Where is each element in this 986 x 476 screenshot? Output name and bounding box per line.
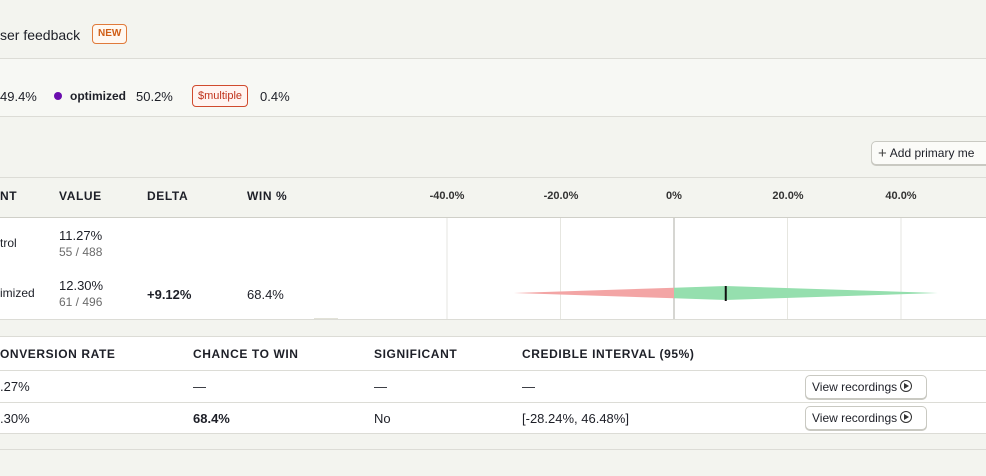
- variant-control-percent: 49.4%: [0, 89, 37, 104]
- axis-tick: 40.0%: [885, 190, 917, 202]
- add-primary-metric-label: Add primary me: [889, 146, 975, 160]
- mean-marker: [724, 286, 727, 301]
- view-recordings-button[interactable]: View recordings: [805, 375, 927, 399]
- axis-tick: 0%: [666, 190, 682, 202]
- variant-color-dot: [54, 92, 62, 100]
- play-circle-icon: [900, 411, 913, 423]
- divider: [0, 217, 986, 218]
- divider: [0, 449, 986, 450]
- add-primary-metric-button[interactable]: + Add primary me: [871, 141, 986, 165]
- variant-multiple-badge: $multiple: [192, 85, 249, 107]
- col-header-delta: DELTA: [147, 189, 189, 203]
- col-header-conversion: ONVERSION RATE: [0, 347, 116, 361]
- row-delta: +9.12%: [147, 287, 192, 302]
- divider: [0, 402, 986, 403]
- variant-optimized-percent: 50.2%: [136, 89, 173, 104]
- divider: [0, 116, 986, 117]
- view-recordings-button[interactable]: View recordings: [805, 406, 927, 430]
- result-significant: —: [374, 379, 387, 394]
- result-conversion: .30%: [0, 411, 30, 426]
- result-chance: 68.4%: [193, 411, 230, 426]
- feedback-title[interactable]: ser feedback: [0, 27, 81, 43]
- col-header-interval: CREDIBLE INTERVAL (95%): [522, 347, 695, 361]
- play-circle-icon: [900, 380, 913, 392]
- result-conversion: .27%: [0, 379, 30, 394]
- result-significant: No: [374, 411, 391, 426]
- variant-optimized-label: optimized: [70, 89, 126, 103]
- variant-multiple-percent: 0.4%: [260, 89, 290, 104]
- col-header-variant: NT: [0, 189, 18, 203]
- variants-bar: [0, 59, 986, 117]
- col-header-win: WIN %: [247, 189, 288, 203]
- new-badge: NEW: [92, 24, 128, 44]
- result-interval: —: [522, 379, 535, 394]
- col-header-significant: SIGNIFICANT: [374, 347, 458, 361]
- divider: [0, 370, 986, 371]
- col-header-value: VALUE: [59, 189, 102, 203]
- metric-table-body: [0, 218, 986, 320]
- row-counts: 55 / 488: [59, 245, 103, 259]
- interval-negative-shape: [513, 287, 674, 299]
- divider: [0, 336, 986, 337]
- row-variant-name: imized: [0, 286, 35, 300]
- plus-icon: +: [878, 145, 887, 162]
- row-win: 68.4%: [247, 287, 284, 302]
- row-variant-name: trol: [0, 236, 17, 250]
- row-value: 12.30%: [59, 278, 104, 293]
- axis-tick: 20.0%: [772, 190, 804, 202]
- row-value: 11.27%: [59, 228, 103, 243]
- result-interval: [-28.24%, 46.48%]: [522, 411, 629, 426]
- view-recordings-label: View recordings: [812, 380, 898, 394]
- divider: [0, 58, 986, 59]
- divider: [0, 177, 986, 178]
- result-chance: —: [193, 379, 206, 394]
- axis-tick: -20.0%: [543, 190, 579, 202]
- view-recordings-label: View recordings: [812, 411, 898, 425]
- axis-tick: -40.0%: [429, 190, 465, 202]
- divider: [0, 433, 986, 434]
- delta-chart: [314, 218, 938, 320]
- divider: [0, 319, 986, 320]
- row-counts: 61 / 496: [59, 295, 103, 309]
- col-header-chance: CHANCE TO WIN: [193, 347, 299, 361]
- interval-positive-shape: [674, 286, 938, 300]
